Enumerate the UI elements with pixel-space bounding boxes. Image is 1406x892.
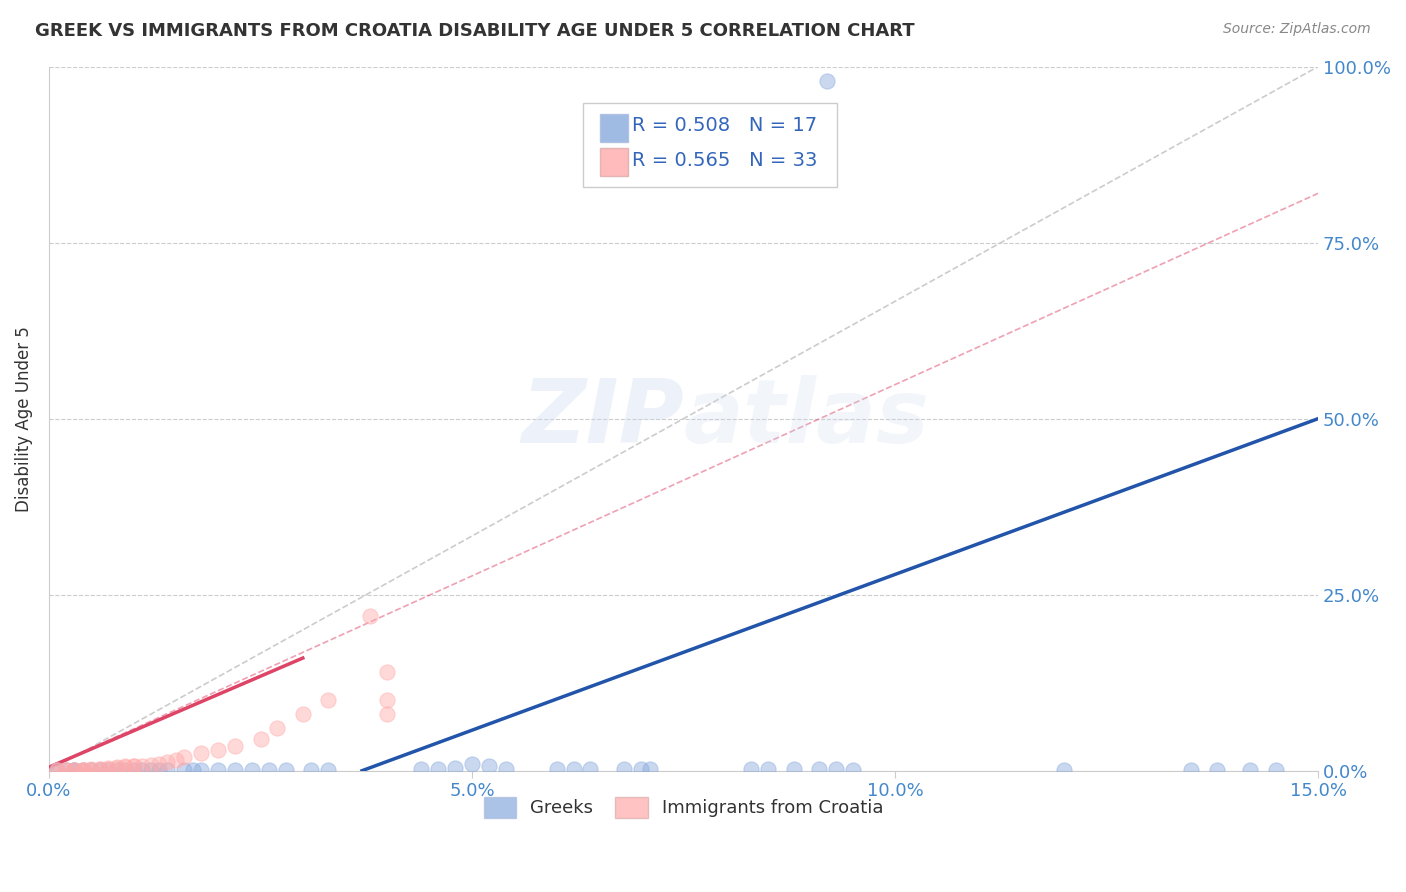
Point	[257, 763, 280, 777]
Point	[190, 763, 212, 777]
Point	[63, 763, 86, 777]
Point	[72, 763, 94, 777]
Point	[80, 763, 103, 777]
Point	[756, 762, 779, 776]
Point	[105, 761, 128, 775]
Point	[131, 763, 153, 777]
Point	[173, 763, 195, 777]
Point	[782, 762, 804, 776]
Point	[478, 759, 501, 773]
Point	[139, 763, 162, 777]
Text: atlas: atlas	[683, 376, 929, 462]
Point	[190, 746, 212, 760]
Point	[613, 762, 636, 776]
Point	[72, 763, 94, 777]
Point	[122, 759, 145, 773]
Point	[316, 763, 339, 777]
Point	[824, 762, 846, 776]
Point	[89, 762, 111, 776]
Point	[165, 753, 187, 767]
Point	[173, 749, 195, 764]
Text: R = 0.508   N = 17: R = 0.508 N = 17	[633, 116, 817, 135]
Point	[1053, 763, 1076, 777]
Point	[46, 763, 69, 777]
Point	[63, 763, 86, 777]
Text: R = 0.565   N = 33: R = 0.565 N = 33	[633, 151, 817, 169]
Point	[122, 758, 145, 772]
Point	[266, 722, 288, 736]
Point	[207, 742, 229, 756]
Point	[240, 763, 263, 777]
Point	[72, 763, 94, 777]
Point	[377, 707, 399, 722]
Point	[630, 762, 652, 776]
Point	[291, 707, 314, 722]
Point	[148, 756, 170, 771]
Point	[63, 763, 86, 777]
Point	[546, 762, 568, 776]
Point	[377, 693, 399, 707]
Text: Source: ZipAtlas.com: Source: ZipAtlas.com	[1223, 22, 1371, 37]
Point	[411, 762, 433, 776]
Point	[360, 608, 382, 623]
Point	[299, 763, 322, 777]
Point	[89, 763, 111, 777]
Point	[55, 763, 77, 777]
Point	[63, 763, 86, 777]
Point	[97, 761, 120, 775]
Point	[148, 763, 170, 777]
Point	[427, 762, 450, 776]
Text: ZIP: ZIP	[520, 376, 683, 462]
Point	[89, 762, 111, 776]
Point	[139, 758, 162, 772]
Point	[156, 756, 179, 770]
Point	[1239, 763, 1261, 777]
Point	[105, 763, 128, 777]
Point	[377, 665, 399, 679]
Point	[807, 762, 830, 776]
Text: GREEK VS IMMIGRANTS FROM CROATIA DISABILITY AGE UNDER 5 CORRELATION CHART: GREEK VS IMMIGRANTS FROM CROATIA DISABIL…	[35, 22, 915, 40]
Point	[80, 762, 103, 776]
Point	[72, 763, 94, 777]
Point	[46, 763, 69, 777]
Point	[249, 731, 271, 746]
Point	[224, 739, 246, 753]
Point	[1180, 763, 1202, 777]
Point	[1264, 763, 1286, 777]
Point	[274, 763, 297, 777]
Point	[815, 73, 838, 87]
Point	[579, 762, 602, 776]
Point	[842, 763, 865, 777]
Point	[1205, 763, 1227, 777]
Point	[444, 761, 467, 775]
Point	[105, 760, 128, 774]
Point	[80, 763, 103, 777]
Point	[122, 763, 145, 777]
Point	[55, 763, 77, 777]
Point	[46, 763, 69, 777]
Point	[156, 763, 179, 777]
Point	[316, 693, 339, 707]
Point	[55, 763, 77, 777]
Point	[224, 763, 246, 777]
Y-axis label: Disability Age Under 5: Disability Age Under 5	[15, 326, 32, 512]
Point	[114, 763, 136, 777]
Point	[495, 762, 517, 776]
Point	[740, 762, 762, 776]
Point	[131, 758, 153, 772]
Point	[97, 763, 120, 777]
Point	[461, 756, 484, 771]
Point	[562, 762, 585, 776]
Point	[114, 759, 136, 773]
Point	[638, 762, 661, 776]
Legend: Greeks, Immigrants from Croatia: Greeks, Immigrants from Croatia	[477, 789, 891, 825]
Point	[207, 763, 229, 777]
Point	[114, 760, 136, 774]
Point	[181, 763, 204, 777]
Point	[97, 762, 120, 776]
